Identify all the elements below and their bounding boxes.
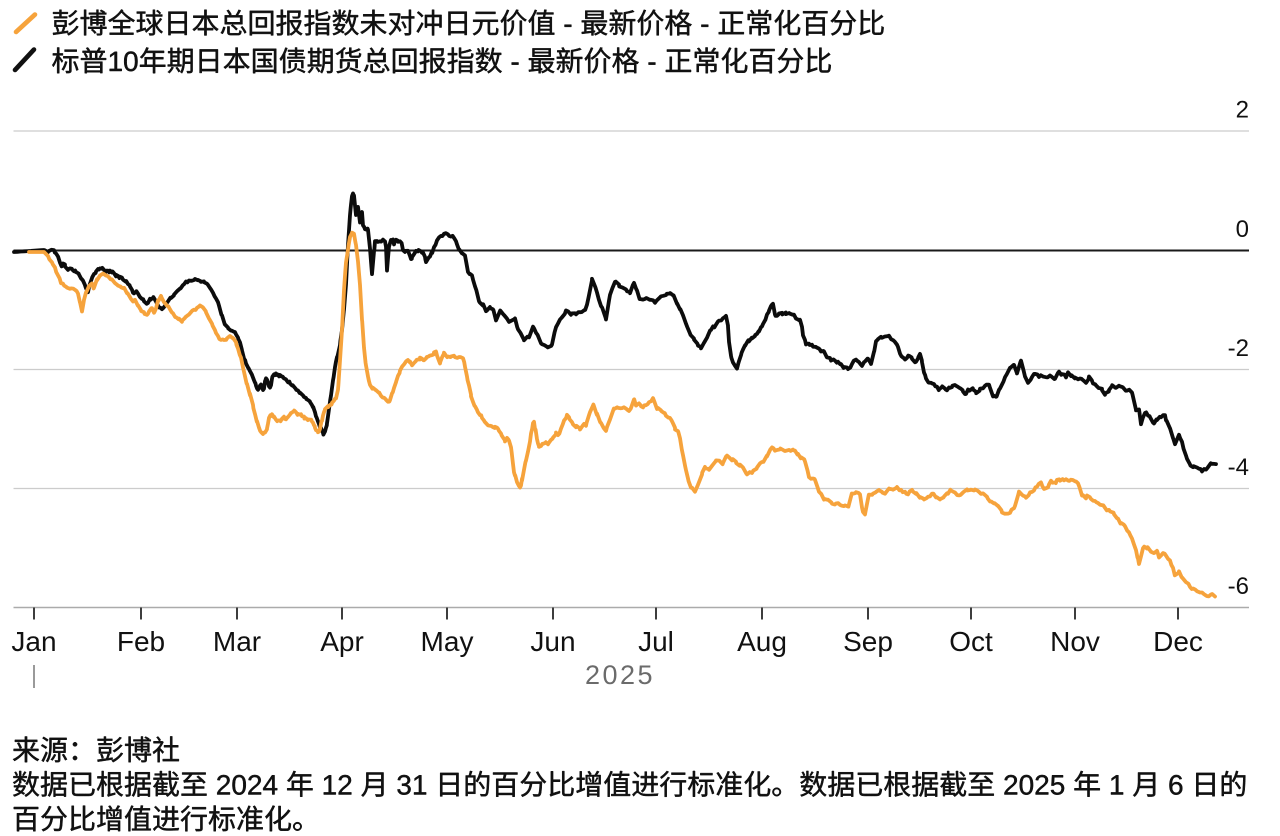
svg-text:Sep: Sep — [843, 626, 893, 657]
svg-text:-4: -4 — [1228, 454, 1249, 481]
svg-text:Jan: Jan — [11, 626, 56, 657]
svg-text:Jul: Jul — [638, 626, 674, 657]
svg-text:Jun: Jun — [530, 626, 575, 657]
svg-text:-2: -2 — [1228, 335, 1249, 362]
svg-text:Nov: Nov — [1050, 626, 1100, 657]
svg-text:0: 0 — [1236, 216, 1249, 243]
svg-text:Feb: Feb — [117, 626, 165, 657]
svg-text:May: May — [421, 626, 474, 657]
svg-text:2025: 2025 — [585, 660, 655, 690]
svg-text:Apr: Apr — [320, 626, 364, 657]
svg-text:-6: -6 — [1228, 573, 1249, 600]
svg-text:Mar: Mar — [213, 626, 261, 657]
svg-text:Dec: Dec — [1153, 626, 1203, 657]
svg-text:2: 2 — [1236, 97, 1249, 124]
svg-text:Oct: Oct — [949, 626, 993, 657]
svg-text:Aug: Aug — [737, 626, 787, 657]
